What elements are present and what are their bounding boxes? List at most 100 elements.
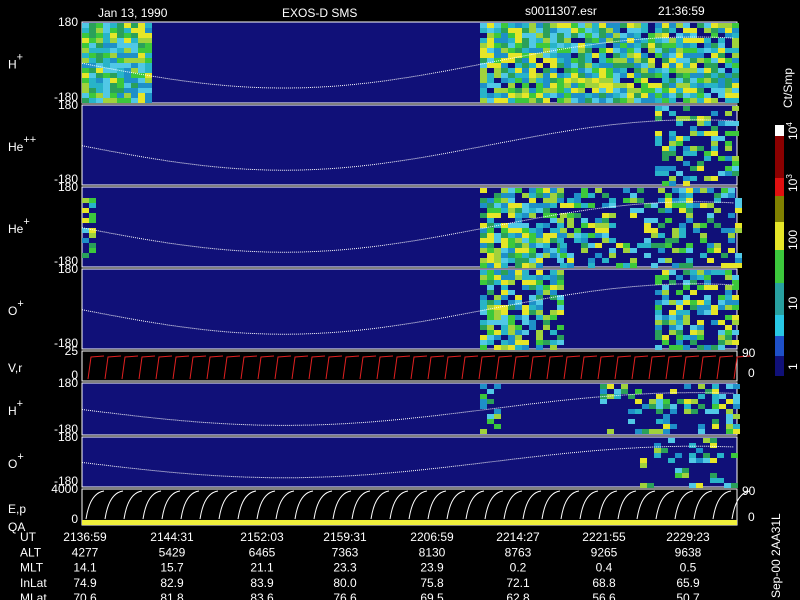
spectrogram-cell xyxy=(725,48,732,53)
spectrogram-cell xyxy=(718,121,725,126)
spectrogram-cell xyxy=(110,93,117,98)
spectrogram-cell xyxy=(658,198,665,203)
spectrogram-cell xyxy=(606,78,613,83)
spectrogram-cell xyxy=(712,394,719,399)
spectrogram-cell xyxy=(501,233,508,238)
spectrogram-cell xyxy=(676,156,683,161)
spectrogram-cell xyxy=(613,88,620,93)
spectrogram-cell xyxy=(693,223,700,228)
spectrogram-cell xyxy=(124,68,131,73)
spectrogram-cell xyxy=(648,43,655,48)
spectrogram-cell xyxy=(627,63,634,68)
spectrogram-cell xyxy=(522,98,529,103)
spectrogram-cell xyxy=(536,33,543,38)
spectrogram-cell xyxy=(581,218,588,223)
spectrogram-cell xyxy=(543,253,550,258)
spectrogram-cell xyxy=(529,248,536,253)
spectrogram-cell xyxy=(557,305,564,310)
energy-trace xyxy=(522,490,542,520)
spectrogram-cell xyxy=(592,33,599,38)
spectrogram-cell xyxy=(117,83,124,88)
spectrogram-cell xyxy=(508,335,515,340)
table-row-label: MLT xyxy=(20,561,44,575)
spectrogram-cell xyxy=(567,198,574,203)
spectrogram-cell xyxy=(733,424,740,429)
spectrogram-cell xyxy=(515,223,522,228)
spectrogram-cell xyxy=(501,258,508,263)
spectrogram-cell xyxy=(683,93,690,98)
spectrogram-cell xyxy=(663,429,670,434)
spectrogram-cell xyxy=(557,23,564,28)
spectrogram-cell xyxy=(725,93,732,98)
spectrogram-cell xyxy=(683,48,690,53)
spectrogram-cell xyxy=(718,270,725,275)
spectrogram-cell xyxy=(103,88,110,93)
spectrogram-cell xyxy=(515,33,522,38)
spectrogram-cell xyxy=(700,238,707,243)
spectrogram-cell xyxy=(529,33,536,38)
spectrogram-cell xyxy=(89,213,96,218)
spectrogram-cell xyxy=(494,233,501,238)
panel-frame xyxy=(81,436,738,488)
spectrogram-cell xyxy=(644,238,651,243)
spectrogram-cell xyxy=(480,23,487,28)
table-cell: 70.6 xyxy=(73,591,97,600)
spectrogram-cell xyxy=(515,43,522,48)
spectrogram-cell xyxy=(662,38,669,43)
panel-label-2: QA xyxy=(8,520,25,534)
spectrogram-cell xyxy=(700,253,707,258)
velocity-trace xyxy=(495,355,513,380)
spectrogram-cell xyxy=(704,98,711,103)
table-cell: 50.7 xyxy=(676,591,700,600)
spectrogram-cell xyxy=(697,330,704,335)
spectrogram-cell xyxy=(718,171,725,176)
spectrogram-cell xyxy=(480,320,487,325)
spectrogram-cell xyxy=(606,58,613,63)
spectrogram-cell xyxy=(529,208,536,213)
spectrogram-cell xyxy=(480,270,487,275)
velocity-trace xyxy=(597,355,615,380)
spectrogram-cell xyxy=(620,98,627,103)
spectrogram-cell xyxy=(655,141,662,146)
spectrogram-cell xyxy=(641,38,648,43)
velocity-trace xyxy=(529,355,547,380)
spectrogram-cell xyxy=(494,58,501,63)
spectrogram-cell xyxy=(522,275,529,280)
colorbar-segment xyxy=(775,283,784,315)
spectrogram-cell xyxy=(732,43,739,48)
spectrogram-cell xyxy=(89,33,96,38)
spectrogram-cell xyxy=(103,38,110,43)
spectrogram-cell xyxy=(117,78,124,83)
spectrogram-cell xyxy=(145,93,152,98)
spectrogram-cell xyxy=(700,188,707,193)
spectrogram-cell xyxy=(124,53,131,58)
spectrogram-cell xyxy=(529,193,536,198)
spectrogram-cell xyxy=(718,83,725,88)
spectrogram-cell xyxy=(672,203,679,208)
spectrogram-cell xyxy=(648,63,655,68)
spectrogram-cell xyxy=(480,78,487,83)
energy-trace xyxy=(218,490,238,520)
spectrogram-cell xyxy=(567,203,574,208)
spectrogram-cell xyxy=(732,330,739,335)
spectrogram-cell xyxy=(683,73,690,78)
spectrogram-cell xyxy=(574,228,581,233)
y-tick-label: 180 xyxy=(58,15,78,29)
spectrogram-cell xyxy=(630,258,637,263)
spectrogram-cell xyxy=(110,33,117,38)
spectrogram-cell xyxy=(718,78,725,83)
spectrogram-cell xyxy=(725,33,732,38)
spectrogram-cell xyxy=(550,28,557,33)
spectrogram-cell xyxy=(599,68,606,73)
spectrogram-cell xyxy=(670,424,677,429)
spectrogram-cell xyxy=(613,33,620,38)
title-instrument: EXOS-D SMS xyxy=(282,6,357,20)
spectrogram-cell xyxy=(138,38,145,43)
energy-trace xyxy=(142,490,162,520)
spectrogram-cell xyxy=(712,384,719,389)
spectrogram-cell xyxy=(515,203,522,208)
spectrogram-cell xyxy=(543,233,550,238)
spectrogram-cell xyxy=(529,300,536,305)
spectrogram-cell xyxy=(578,68,585,73)
